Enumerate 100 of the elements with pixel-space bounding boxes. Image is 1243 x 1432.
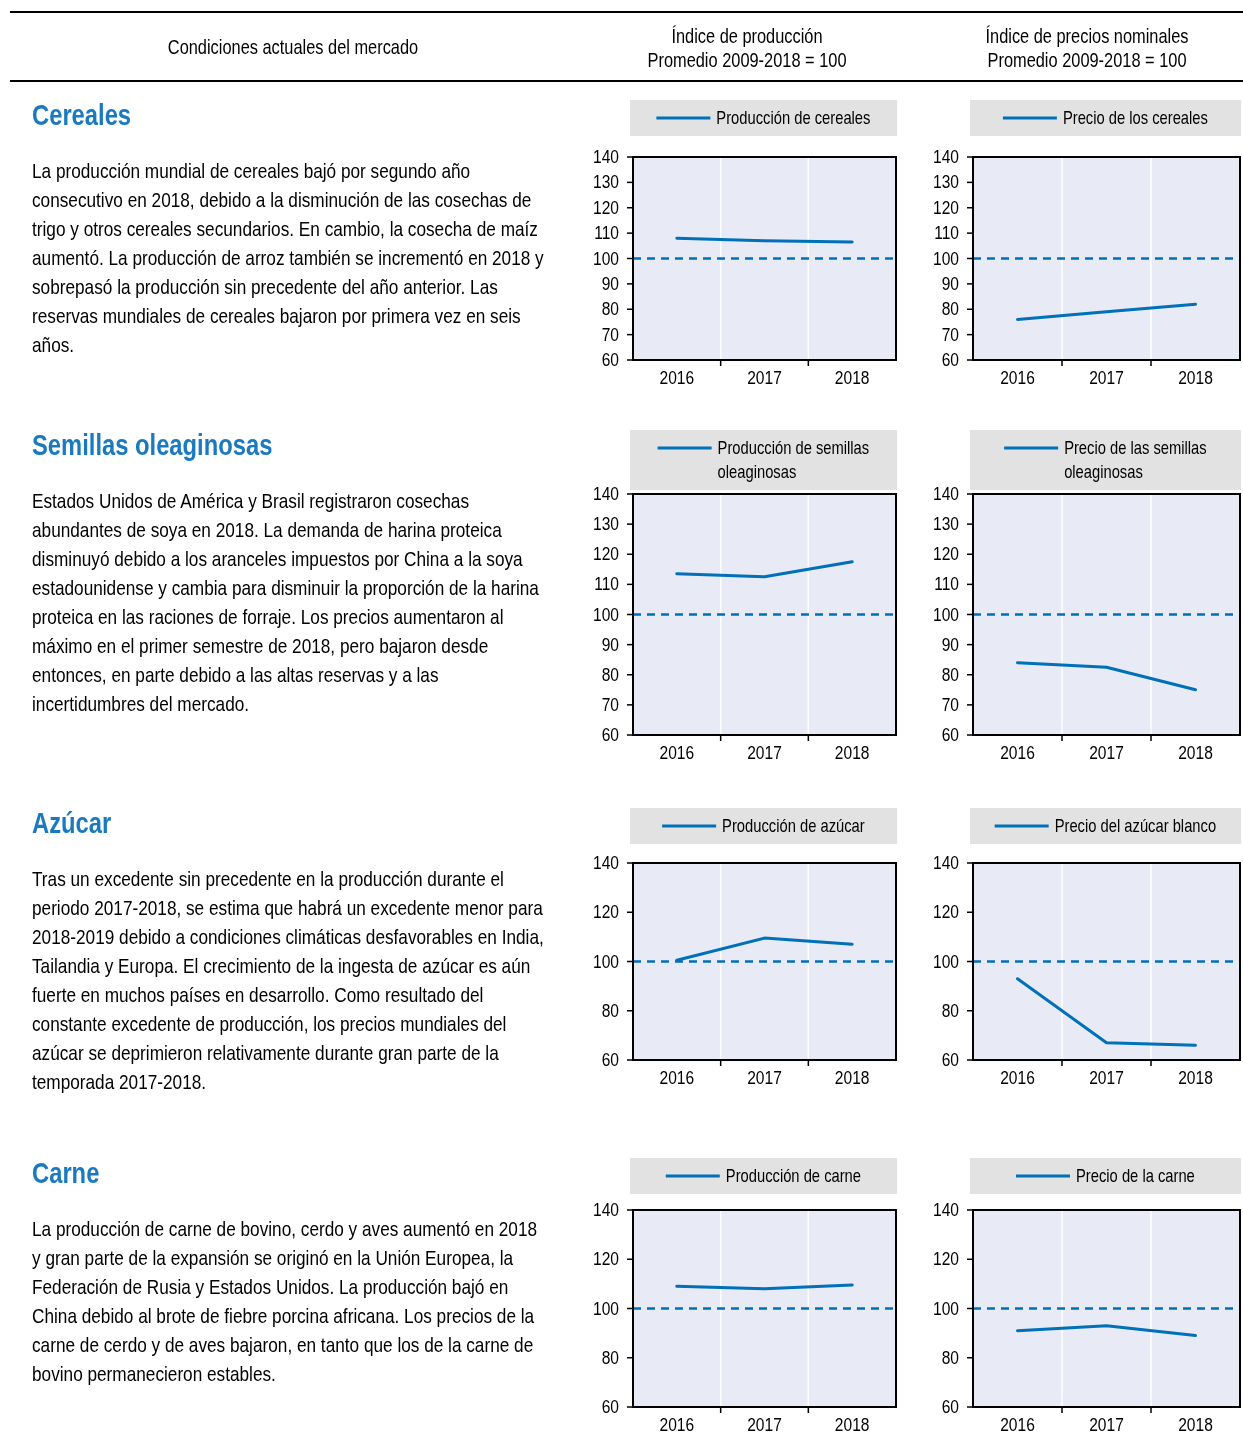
y-tick-label: 90	[941, 633, 959, 655]
y-tick-label: 140	[593, 1198, 619, 1221]
y-tick-label: 120	[933, 1247, 959, 1270]
x-tick-label: 2016	[659, 741, 695, 764]
text: Tras un excedente sin precedente en la producción durante el periodo 2017-2018, se estima que habrá un excedente menor para 2018-2019 debido a condiciones climáticas desfavorables en India, Tailandia y Europa. El crecimiento de la ingesta de azúcar es aún fuerte en muchos países en desarrollo. Como resultado del constante excedente de producción, los precios mundiales del azúcar se deprimieron relativamente durante gran parte de la temporada 2017-2018.	[32, 867, 544, 1094]
y-tick-label: 140	[593, 851, 619, 874]
y-tick-label: 80	[941, 1346, 959, 1369]
x-tick-label: 2018	[834, 366, 870, 389]
y-tick-label: 110	[934, 221, 959, 244]
y-tick-label: 60	[601, 1395, 619, 1418]
y-tick-label: 100	[933, 603, 959, 625]
y-tick-label: 90	[941, 272, 959, 295]
legend-label: Precio de la carne	[1076, 1165, 1195, 1186]
y-tick-label: 100	[593, 247, 619, 269]
y-tick-label: 130	[933, 512, 959, 535]
y-tick-label: 140	[593, 482, 619, 505]
x-tick-label: 2018	[1178, 1066, 1213, 1089]
y-tick-label: 90	[601, 633, 619, 655]
y-tick-label: 70	[941, 323, 959, 345]
y-tick-label: 130	[593, 512, 619, 535]
text: Condiciones actuales del mercado	[167, 35, 419, 59]
legend-label: Precio del azúcar blanco	[1054, 815, 1217, 836]
x-tick-label: 2017	[1089, 1413, 1124, 1432]
text: La producción mundial de cereales bajó por segundo año consecutivo en 2018, debido a la disminución de las cosechas de trigo y otros cereales secundarios. En cambio, la cosecha de maíz aumentó. La producción de arroz también se incrementó en 2018 y sobrepasó la producción sin precedente del año anterior. Las reservas mundiales de cereales bajaron por primera vez en seis años.	[32, 159, 545, 357]
x-tick-label: 2016	[659, 1066, 695, 1089]
y-tick-label: 60	[601, 1048, 619, 1071]
legend-label: Precio de los cereales	[1062, 107, 1208, 128]
y-tick-label: 130	[593, 170, 619, 193]
x-tick-label: 2016	[1000, 366, 1035, 389]
text: Promedio 2009-2018 = 100	[987, 48, 1187, 72]
text: Índice de producción	[671, 24, 823, 48]
x-tick-label: 2017	[1089, 1066, 1124, 1089]
y-tick-label: 120	[593, 196, 619, 219]
y-tick-label: 140	[933, 145, 959, 168]
y-tick-label: 60	[601, 348, 619, 371]
y-tick-label: 70	[941, 693, 959, 716]
text: Promedio 2009-2018 = 100	[647, 48, 847, 72]
y-tick-label: 80	[601, 999, 619, 1022]
text: Estados Unidos de América y Brasil registraron cosechas abundantes de soya en 2018. La demanda de harina proteica disminuyó debido a los aranceles impuestos por China a la soya estadounidense y cambia para disminuir la proporción de la harina proteica en las raciones de forraje. Los precios aumentaron al máximo en el primer semestre de 2018, pero bajaron desde entonces, en parte debido a las altas reservas y a las incertidumbres del mercado.	[32, 489, 540, 716]
y-tick-label: 80	[601, 297, 619, 320]
y-tick-label: 120	[933, 542, 959, 565]
y-tick-label: 140	[933, 851, 959, 874]
legend-label: Producción de carne	[725, 1165, 862, 1186]
x-tick-label: 2018	[834, 1413, 870, 1432]
y-tick-label: 120	[593, 1247, 619, 1270]
y-tick-label: 70	[601, 323, 619, 345]
y-tick-label: 80	[941, 297, 959, 320]
x-tick-label: 2017	[747, 366, 782, 389]
x-tick-label: 2018	[1178, 1413, 1213, 1432]
y-tick-label: 140	[933, 1198, 959, 1221]
y-tick-label: 60	[941, 348, 959, 371]
y-tick-label: 80	[941, 999, 959, 1022]
y-tick-label: 90	[601, 272, 619, 295]
text: Carne	[32, 1156, 100, 1190]
x-tick-label: 2016	[1000, 741, 1035, 764]
x-tick-label: 2017	[1089, 741, 1124, 764]
x-tick-label: 2018	[1178, 366, 1213, 389]
y-tick-label: 100	[593, 603, 619, 625]
text: Azúcar	[32, 806, 112, 840]
y-tick-label: 80	[601, 1346, 619, 1369]
x-tick-label: 2018	[834, 1066, 870, 1089]
x-tick-label: 2018	[834, 741, 870, 764]
x-tick-label: 2017	[747, 741, 782, 764]
x-tick-label: 2018	[1178, 741, 1213, 764]
y-tick-label: 60	[941, 1395, 959, 1418]
y-tick-label: 60	[941, 723, 959, 746]
text: Semillas oleaginosas	[32, 428, 273, 462]
y-tick-label: 110	[594, 221, 619, 244]
x-tick-label: 2016	[1000, 1066, 1035, 1089]
y-tick-label: 120	[593, 542, 619, 565]
x-tick-label: 2017	[747, 1066, 782, 1089]
x-tick-label: 2016	[659, 366, 695, 389]
y-tick-label: 70	[601, 693, 619, 716]
y-tick-label: 100	[593, 1297, 619, 1319]
text: Cereales	[32, 98, 132, 132]
y-tick-label: 100	[933, 950, 959, 972]
y-tick-label: 60	[601, 723, 619, 746]
y-tick-label: 110	[934, 572, 959, 595]
y-tick-label: 100	[593, 950, 619, 972]
x-tick-label: 2017	[747, 1413, 782, 1432]
legend-label: Precio de las semillas oleaginosas	[1064, 437, 1207, 482]
y-tick-label: 120	[933, 900, 959, 923]
y-tick-label: 60	[941, 1048, 959, 1071]
y-tick-label: 130	[933, 170, 959, 193]
y-tick-label: 80	[601, 663, 619, 686]
x-tick-label: 2017	[1089, 366, 1124, 389]
legend-label: Producción de cereales	[716, 107, 871, 128]
y-tick-label: 100	[933, 1297, 959, 1319]
y-tick-label: 100	[933, 247, 959, 269]
y-tick-label: 80	[941, 663, 959, 686]
legend-label: Producción de azúcar	[722, 815, 866, 836]
y-tick-label: 110	[594, 572, 619, 595]
x-tick-label: 2016	[659, 1413, 695, 1432]
text: La producción de carne de bovino, cerdo y aves aumentó en 2018 y gran parte de la expansión se originó en la Unión Europea, la Federación de Rusia y Estados Unidos. La producción bajó en China debido al brote de fiebre porcina africana. Los precios de la carne de cerdo y de aves bajaron, en tanto que los de la carne de bovino permanecieron estables.	[32, 1217, 538, 1386]
y-tick-label: 120	[933, 196, 959, 219]
y-tick-label: 120	[593, 900, 619, 923]
text: Índice de precios nominales	[985, 24, 1189, 48]
y-tick-label: 140	[593, 145, 619, 168]
y-tick-label: 140	[933, 482, 959, 505]
legend-label: Producción de semillas oleaginosas	[717, 437, 870, 482]
